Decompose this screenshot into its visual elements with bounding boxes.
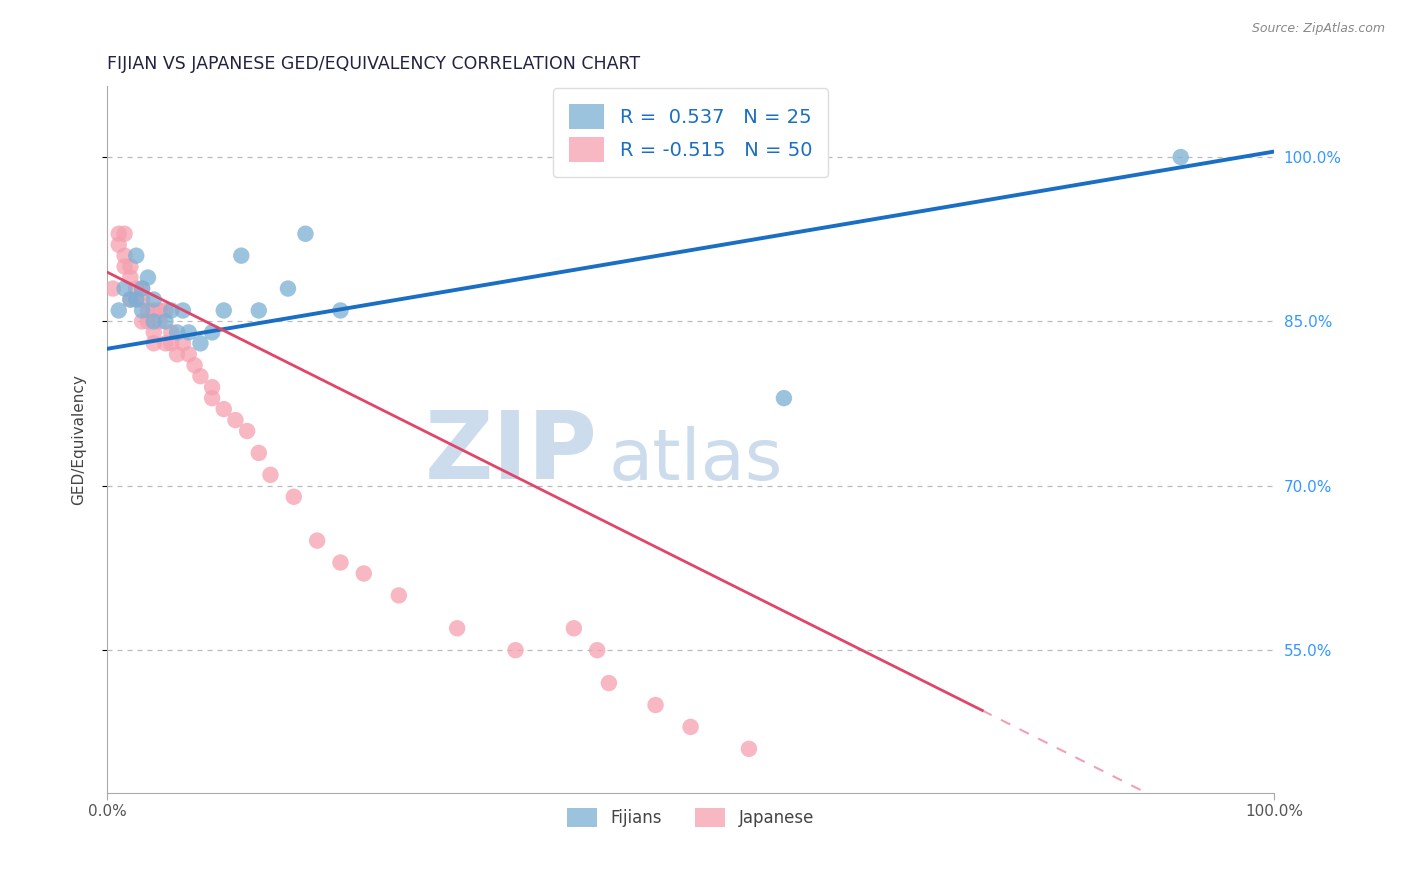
- Point: [125, 249, 148, 263]
- Point: [177, 326, 200, 340]
- Point: [294, 227, 316, 241]
- Point: [107, 303, 129, 318]
- Point: [120, 270, 142, 285]
- Point: [259, 467, 281, 482]
- Point: [201, 326, 224, 340]
- Point: [155, 336, 177, 351]
- Point: [172, 336, 194, 351]
- Point: [155, 314, 177, 328]
- Point: [236, 424, 259, 438]
- Point: [247, 446, 270, 460]
- Point: [166, 326, 188, 340]
- Point: [247, 303, 270, 318]
- Point: [142, 293, 165, 307]
- Point: [114, 227, 136, 241]
- Point: [353, 566, 375, 581]
- Point: [201, 380, 224, 394]
- Point: [586, 643, 609, 657]
- Point: [136, 314, 159, 328]
- Point: [131, 281, 153, 295]
- Point: [114, 281, 136, 295]
- Point: [598, 676, 620, 690]
- Point: [166, 347, 188, 361]
- Y-axis label: GED/Equivalency: GED/Equivalency: [72, 374, 86, 505]
- Point: [142, 314, 165, 328]
- Point: [773, 391, 796, 405]
- Point: [107, 227, 129, 241]
- Point: [183, 358, 205, 372]
- Text: Source: ZipAtlas.com: Source: ZipAtlas.com: [1251, 22, 1385, 36]
- Point: [224, 413, 246, 427]
- Point: [160, 336, 183, 351]
- Point: [120, 293, 142, 307]
- Point: [120, 293, 142, 307]
- Point: [142, 326, 165, 340]
- Point: [1170, 150, 1192, 164]
- Point: [125, 293, 148, 307]
- Point: [142, 336, 165, 351]
- Point: [231, 249, 253, 263]
- Point: [562, 621, 585, 635]
- Point: [101, 281, 124, 295]
- Point: [142, 303, 165, 318]
- Point: [177, 347, 200, 361]
- Point: [125, 281, 148, 295]
- Point: [172, 303, 194, 318]
- Point: [446, 621, 468, 635]
- Point: [388, 588, 411, 602]
- Point: [329, 303, 352, 318]
- Text: FIJIAN VS JAPANESE GED/EQUIVALENCY CORRELATION CHART: FIJIAN VS JAPANESE GED/EQUIVALENCY CORRE…: [107, 55, 640, 73]
- Point: [212, 402, 235, 417]
- Point: [160, 326, 183, 340]
- Point: [114, 249, 136, 263]
- Point: [738, 741, 761, 756]
- Point: [307, 533, 329, 548]
- Point: [277, 281, 299, 295]
- Point: [190, 369, 212, 384]
- Point: [329, 556, 352, 570]
- Point: [114, 260, 136, 274]
- Point: [136, 303, 159, 318]
- Point: [125, 293, 148, 307]
- Point: [149, 314, 172, 328]
- Point: [679, 720, 702, 734]
- Text: atlas: atlas: [609, 426, 783, 495]
- Point: [131, 281, 153, 295]
- Point: [505, 643, 527, 657]
- Point: [120, 260, 142, 274]
- Point: [136, 270, 159, 285]
- Point: [131, 314, 153, 328]
- Point: [131, 293, 153, 307]
- Text: ZIP: ZIP: [425, 408, 598, 500]
- Point: [283, 490, 305, 504]
- Point: [644, 698, 666, 712]
- Point: [131, 303, 153, 318]
- Point: [149, 303, 172, 318]
- Point: [155, 303, 177, 318]
- Legend: Fijians, Japanese: Fijians, Japanese: [561, 801, 821, 834]
- Point: [160, 303, 183, 318]
- Point: [201, 391, 224, 405]
- Point: [107, 237, 129, 252]
- Point: [212, 303, 235, 318]
- Point: [190, 336, 212, 351]
